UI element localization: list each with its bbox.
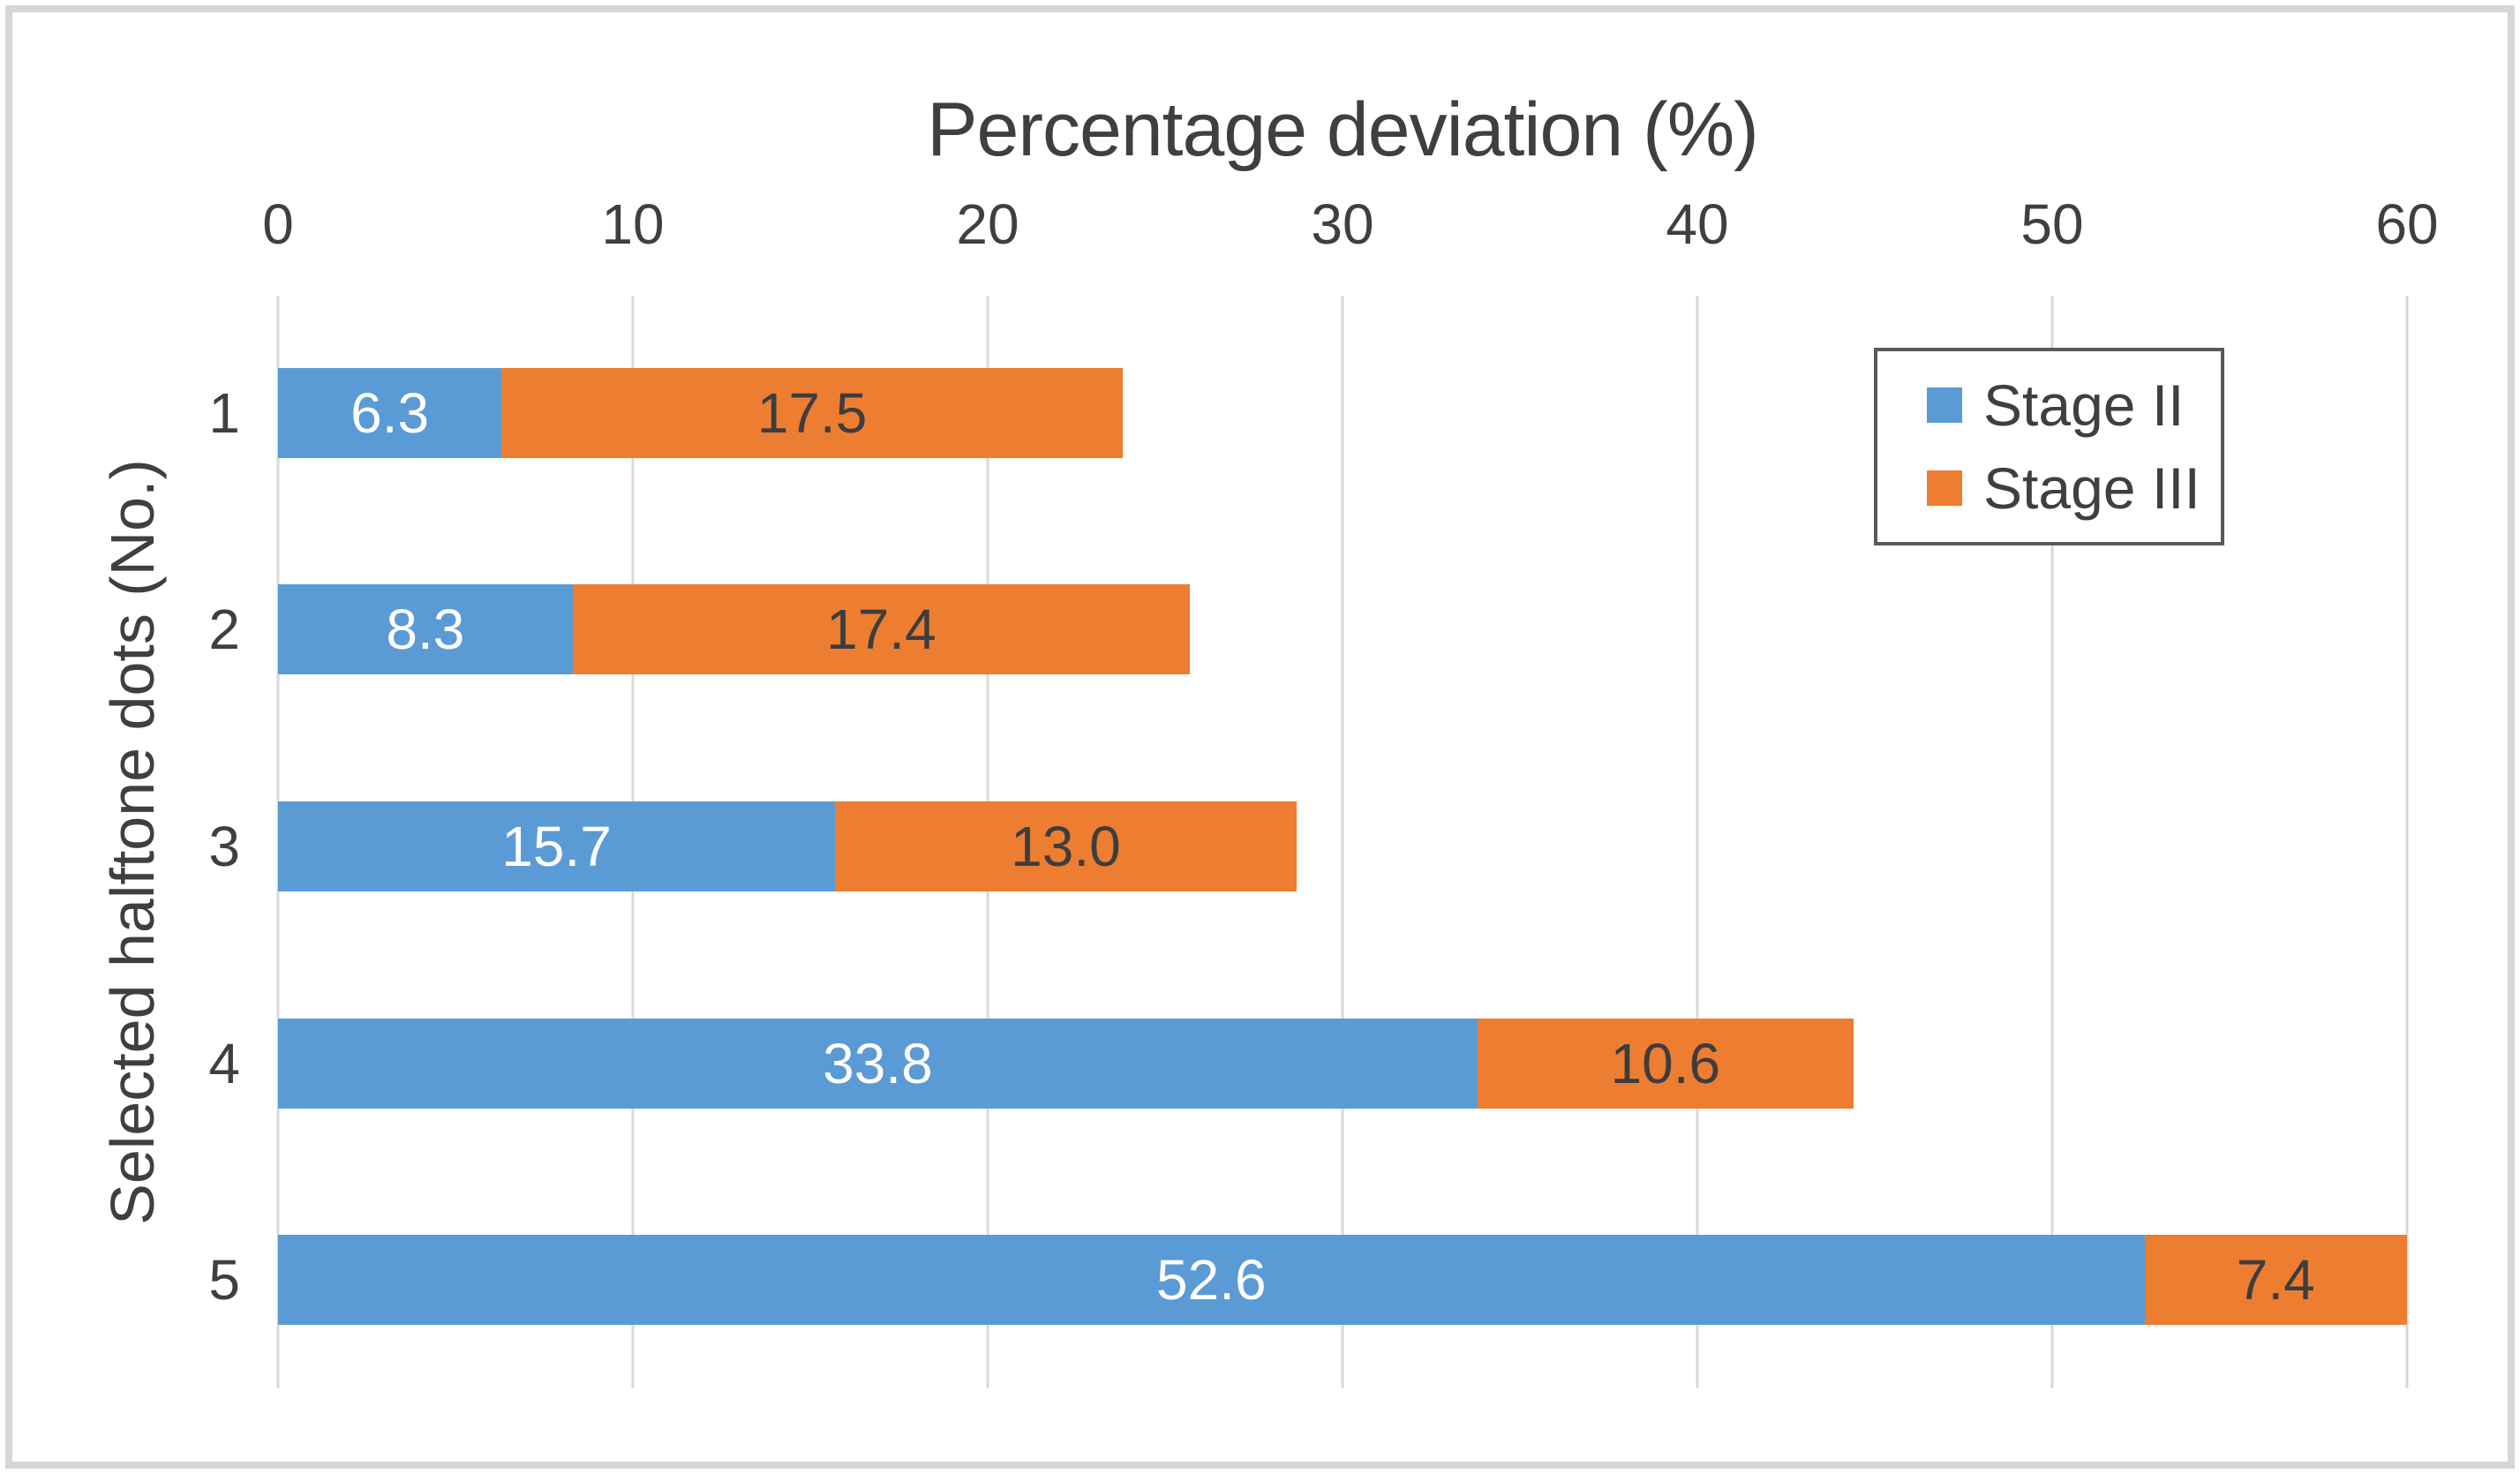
- y-category-label-2: 2: [208, 598, 240, 662]
- legend-label-stage-ii: Stage II: [1983, 372, 2185, 438]
- bar-segment-stage-iii-1: 17.5: [501, 367, 1123, 458]
- legend-entry-stage-ii: Stage II: [1927, 376, 2221, 434]
- x-tick-label-0: 0: [262, 192, 294, 256]
- bar-value-label-stage-iii-2: 17.4: [826, 598, 937, 662]
- gridline-50: [2050, 296, 2054, 1388]
- bar-value-label-stage-iii-5: 7.4: [2236, 1248, 2315, 1312]
- x-axis-title: Percentage deviation (%): [927, 87, 1759, 172]
- bar-segment-stage-ii-2: 8.3: [278, 584, 573, 675]
- bar-value-label-stage-ii-1: 6.3: [350, 380, 430, 445]
- y-category-label-3: 3: [208, 815, 240, 878]
- bar-segment-stage-iii-4: 10.6: [1477, 1018, 1854, 1109]
- gridline-40: [1696, 296, 1699, 1388]
- legend: Stage II Stage III: [1874, 348, 2224, 545]
- bar-segment-stage-ii-1: 6.3: [278, 367, 502, 458]
- bar-value-label-stage-ii-3: 15.7: [501, 815, 612, 878]
- bar-value-label-stage-ii-4: 33.8: [823, 1031, 933, 1095]
- bar-segment-stage-iii-3: 13.0: [835, 801, 1297, 891]
- y-category-label-5: 5: [208, 1248, 240, 1312]
- bar-value-label-stage-iii-4: 10.6: [1610, 1031, 1721, 1095]
- bar-value-label-stage-ii-2: 8.3: [386, 598, 465, 662]
- x-tick-label-10: 10: [601, 192, 665, 256]
- x-tick-label-60: 60: [2375, 192, 2439, 256]
- legend-swatch-icon-stage-iii: [1927, 470, 1962, 506]
- y-category-label-1: 1: [208, 380, 240, 445]
- legend-swatch-icon-stage-ii: [1927, 387, 1962, 423]
- x-tick-label-50: 50: [2020, 192, 2084, 256]
- bar-segment-stage-ii-4: 33.8: [278, 1018, 1478, 1109]
- gridline-60: [2405, 296, 2409, 1388]
- bar-segment-stage-ii-3: 15.7: [278, 801, 836, 891]
- legend-label-stage-iii: Stage III: [1983, 455, 2200, 521]
- x-tick-label-30: 30: [1311, 192, 1374, 256]
- y-category-label-4: 4: [208, 1031, 240, 1095]
- bar-value-label-stage-iii-3: 13.0: [1011, 815, 1121, 878]
- gridline-30: [1341, 296, 1344, 1388]
- legend-entry-stage-iii: Stage III: [1927, 459, 2221, 517]
- bar-segment-stage-iii-2: 17.4: [572, 584, 1191, 675]
- bar-value-label-stage-ii-5: 52.6: [1155, 1248, 1267, 1312]
- x-tick-label-40: 40: [1666, 192, 1729, 256]
- x-tick-label-20: 20: [956, 192, 1019, 256]
- bar-value-label-stage-iii-1: 17.5: [756, 380, 868, 445]
- bar-segment-stage-ii-5: 52.6: [278, 1235, 2145, 1326]
- bar-segment-stage-iii-5: 7.4: [2144, 1235, 2407, 1326]
